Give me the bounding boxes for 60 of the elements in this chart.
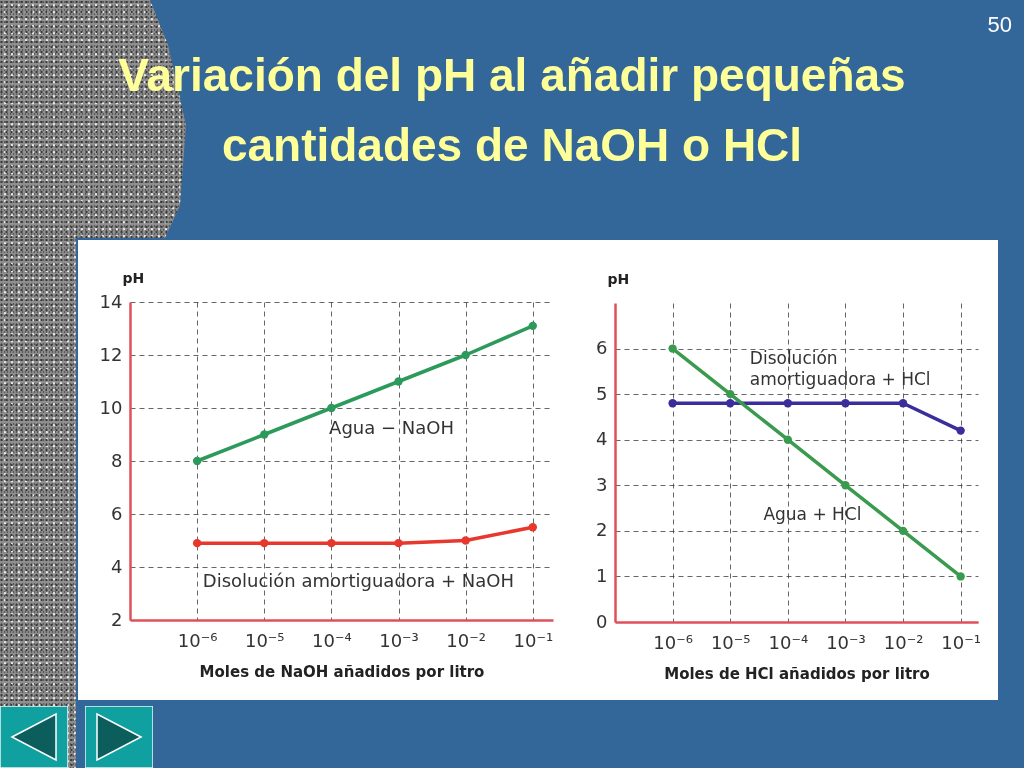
point	[783, 435, 793, 444]
y-tick-label: 0	[596, 610, 608, 632]
point	[668, 399, 677, 408]
point	[260, 538, 269, 548]
chart-title: Variación del pH al añadir pequeñas cantidades de NaOH o HCl	[117, 48, 907, 173]
x-axis-title: Moles de HCl añadidos por litro	[664, 664, 930, 683]
series-label: Disolución amortiguadora + NaOH	[202, 570, 514, 592]
point	[841, 481, 850, 490]
point	[394, 538, 403, 548]
point	[726, 399, 735, 408]
x-tick-label: 10⁻¹	[513, 629, 554, 651]
y-tick-label: 4	[596, 428, 608, 450]
point	[528, 321, 537, 331]
y-tick-label: 14	[99, 290, 123, 312]
x-tick-label: 10⁻⁶	[177, 629, 218, 651]
x-tick-label: 10⁻²	[883, 631, 924, 653]
x-tick-label: 10⁻²	[446, 629, 486, 651]
point	[192, 456, 202, 466]
x-tick-label: 10⁻⁴	[312, 629, 352, 651]
point	[192, 538, 202, 548]
y-tick-label: 10	[99, 396, 123, 418]
text: 50	[987, 12, 1012, 38]
point	[898, 526, 908, 536]
x-axis-title: Moles de NaOH añadidos por litro	[199, 662, 485, 681]
point	[528, 523, 537, 532]
point	[461, 536, 470, 545]
series-label: Agua − NaOH	[329, 416, 454, 438]
y-tick-label: 2	[111, 608, 123, 630]
x-tick-label: 10⁻⁵	[710, 631, 751, 653]
point	[956, 572, 965, 581]
y-tick-label: 6	[596, 337, 608, 359]
x-tick-label: 10⁻³	[826, 631, 866, 653]
point	[956, 426, 965, 435]
point	[898, 399, 908, 408]
y-tick-label: 1	[596, 564, 608, 586]
point	[726, 389, 735, 399]
x-tick-label: 10⁻⁶	[653, 631, 693, 653]
y-tick-label: 12	[99, 343, 123, 365]
point	[461, 350, 470, 360]
point	[394, 377, 403, 386]
series-label: Agua + HCl	[763, 504, 862, 525]
series-label: Disolución amortiguadora + HCl	[749, 348, 931, 390]
y-tick-label: 3	[596, 473, 608, 495]
point	[668, 344, 677, 353]
point	[260, 430, 269, 439]
x-tick-label: 10⁻⁵	[244, 629, 285, 651]
y-tick-label: 4	[111, 555, 123, 577]
x-tick-label: 10⁻¹	[941, 631, 981, 653]
point	[327, 403, 336, 413]
point	[327, 538, 336, 548]
y-tick-label: 5	[596, 382, 608, 404]
y-tick-label: 2	[596, 519, 608, 541]
x-tick-label: 10⁻⁴	[768, 631, 809, 653]
y-tick-label: 6	[111, 502, 123, 524]
x-tick-label: 10⁻³	[379, 629, 419, 651]
y-axis-title: pH	[607, 270, 630, 287]
point	[841, 399, 850, 408]
y-tick-label: 8	[111, 449, 123, 471]
point	[783, 399, 793, 408]
y-axis-title: pH	[122, 269, 145, 286]
